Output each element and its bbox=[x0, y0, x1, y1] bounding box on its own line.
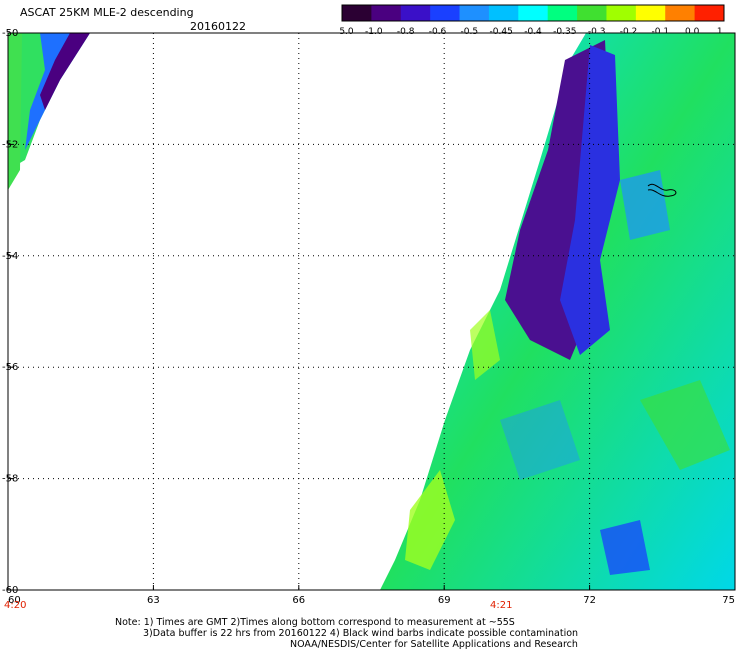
color-scale-tick-label: -0.1 bbox=[652, 27, 670, 36]
footnote-line-1: Note: 1) Times are GMT 2)Times along bot… bbox=[115, 617, 515, 628]
color-scale-tick-label: -15.0 bbox=[340, 27, 354, 36]
time-label-mid: 4:21 bbox=[490, 600, 512, 611]
color-scale-tick-label: -0.35 bbox=[553, 27, 576, 36]
color-scale-tick-label: 1.0 bbox=[717, 27, 726, 36]
color-swatch bbox=[635, 5, 666, 21]
color-swatch bbox=[371, 5, 402, 21]
lon-label: 60 bbox=[8, 595, 21, 606]
color-scale-tick-label: -0.45 bbox=[490, 27, 513, 36]
color-swatch bbox=[665, 5, 696, 21]
lon-label: 66 bbox=[292, 595, 305, 606]
scatterometer-swath-east bbox=[380, 33, 735, 590]
lon-label: 72 bbox=[583, 595, 596, 606]
color-scale-tick-label: 0.0 bbox=[685, 27, 700, 36]
color-swatch bbox=[400, 5, 431, 21]
time-label-left: 4:20 bbox=[4, 600, 26, 611]
lon-label: 63 bbox=[147, 595, 160, 606]
lat-label: -50 bbox=[2, 28, 18, 39]
product-title: ASCAT 25KM MLE-2 descending bbox=[20, 6, 194, 19]
color-scale-tick-label: -0.3 bbox=[588, 27, 606, 36]
color-scale-tick-label: -0.4 bbox=[524, 27, 542, 36]
color-scale-swatches bbox=[341, 4, 725, 22]
color-scale-labels: -15.0 -1.0 -0.8 -0.6 -0.5 -0.45 -0.4 -0.35 -0.3 -… bbox=[340, 27, 726, 36]
longitude-labels: 60 63 66 69 72 75 bbox=[8, 595, 735, 606]
color-swatch bbox=[342, 5, 372, 21]
color-swatch bbox=[518, 5, 549, 21]
color-swatch bbox=[606, 5, 637, 21]
low-value-band-edge bbox=[560, 45, 620, 355]
color-scale-tick-label: -0.5 bbox=[461, 27, 479, 36]
color-scale-legend: -15.0 -1.0 -0.8 -0.6 -0.5 -0.45 -0.4 -0.35 -0.3 -… bbox=[340, 4, 726, 36]
latitude-labels: -50 -52 -54 -56 -58 -60 bbox=[2, 28, 18, 596]
color-scale-tick-label: -1.0 bbox=[365, 27, 383, 36]
color-swatch bbox=[488, 5, 519, 21]
color-swatch bbox=[547, 5, 578, 21]
contamination-wind-barb bbox=[647, 183, 677, 197]
footnote-credit: NOAA/NESDIS/Center for Satellite Applica… bbox=[290, 639, 578, 650]
lon-label: 75 bbox=[722, 595, 735, 606]
footnote-line-2: 3)Data buffer is 22 hrs from 20160122 4)… bbox=[143, 628, 579, 639]
color-scale-tick-label: -0.2 bbox=[620, 27, 638, 36]
lat-label: -56 bbox=[2, 362, 18, 373]
color-scale-tick-label: -0.8 bbox=[397, 27, 415, 36]
color-swatch bbox=[577, 5, 607, 21]
color-scale-tick-label: -0.6 bbox=[429, 27, 447, 36]
color-swatch bbox=[430, 5, 461, 21]
lat-label: -60 bbox=[2, 585, 18, 596]
lat-label: -54 bbox=[2, 251, 18, 262]
lon-label: 69 bbox=[438, 595, 451, 606]
lat-label: -58 bbox=[2, 474, 18, 485]
product-date: 20160122 bbox=[190, 20, 246, 33]
lat-label: -52 bbox=[2, 139, 18, 150]
color-scale-frame bbox=[341, 4, 725, 22]
map-frame bbox=[7, 32, 736, 591]
color-swatch bbox=[694, 5, 725, 21]
color-swatch bbox=[459, 5, 490, 21]
scatterometer-swath-west bbox=[8, 33, 90, 190]
